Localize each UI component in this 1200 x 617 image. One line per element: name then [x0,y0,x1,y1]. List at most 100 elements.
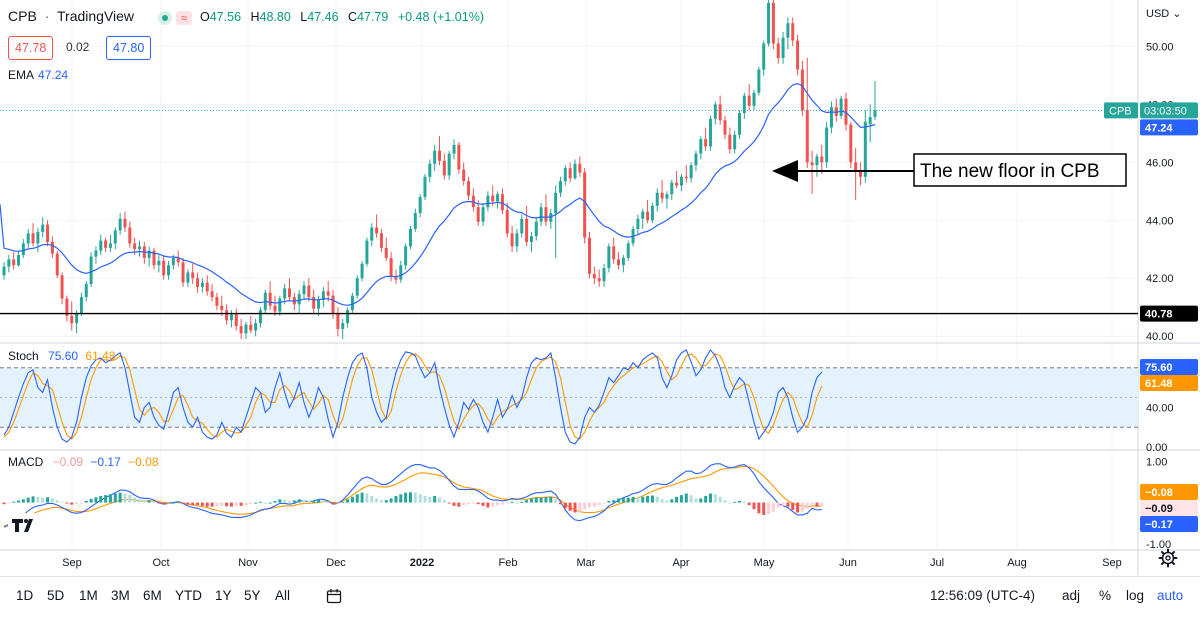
stoch-label: Stoch [8,349,39,363]
macd-histogram-bar [733,501,737,503]
macd-histogram-bar [641,496,645,503]
candle-body [626,243,630,258]
candle-body [365,240,369,264]
wave-icon[interactable]: ≈ [176,11,192,25]
timeframe-3m-button[interactable]: 3M [111,588,130,603]
timeframe-1d-button[interactable]: 1D [16,588,34,603]
macd-histogram-bar [2,502,6,505]
macd-histogram-bar [41,497,45,503]
macd-histogram-bar [292,500,296,503]
candle-body [205,282,209,292]
candle-body [89,256,93,285]
macd-histogram-bar [796,502,800,513]
time-tick-label-5: Feb [499,557,518,569]
candle-body [500,194,504,211]
log-scale-toggle[interactable]: log [1126,588,1145,603]
auto-scale-toggle[interactable]: auto [1157,588,1184,603]
timeframe-ytd-button[interactable]: YTD [175,588,202,603]
sell-button[interactable]: 47.78 [8,36,54,60]
candle-body [258,310,262,324]
macd-legend[interactable]: MACD −0.09 −0.17 −0.08 [8,455,159,469]
candle-body [621,257,625,266]
clock-timezone-display[interactable]: 12:56:09 (UTC-4) [930,588,1036,603]
macd-histogram-bar [36,496,40,503]
macd-histogram-bar [786,502,790,507]
macd-histogram-bar [326,501,330,503]
settings-gear-icon[interactable] [1158,548,1178,568]
macd-line-tag: −0.17 [1145,519,1173,531]
legend-status[interactable]: ≈ [158,10,194,28]
high-label: H [250,10,260,24]
candle-body [399,265,403,280]
macd-histogram-bar [200,502,204,506]
macd-histogram-bar [229,502,233,507]
stoch-legend[interactable]: Stoch 75.60 61.48 [8,349,115,363]
tradingview-logo-icon[interactable] [8,513,38,537]
candle-body [55,253,59,276]
macd-histogram-bar [573,502,577,513]
goto-date-calendar-icon[interactable] [326,588,342,604]
macd-histogram-bar [525,500,529,503]
macd-histogram-bar [505,502,509,504]
open-label: O [200,10,210,24]
macd-histogram-bar [428,496,432,503]
candle-body [350,295,354,311]
change-value: +0.48 (+1.01%) [397,10,484,24]
macd-histogram-bar [283,500,287,503]
timeframe-5d-button[interactable]: 5D [47,588,65,603]
macd-histogram-bar [191,502,195,506]
candle-body [249,324,253,331]
candle-body [481,207,485,222]
candle-body [60,275,64,299]
macd-histogram-bar [800,502,804,512]
candle-body [520,218,524,234]
macd-histogram-bar [278,499,282,503]
timeframe-6m-button[interactable]: 6M [143,588,162,603]
candle-body [534,221,538,237]
candle-body [665,194,669,199]
timeframe-all-button[interactable]: All [275,588,291,603]
candle-body [384,247,388,258]
candle-body [341,323,345,329]
price-tick-label-2: 44.00 [1146,215,1174,227]
candle-body [505,210,509,234]
candle-body [573,163,577,179]
time-axis[interactable]: Sep Oct Nov Dec 2022 Feb Mar Apr May Jun Jul Aug Sep [62,557,1122,569]
timeframe-5y-button[interactable]: 5Y [244,588,261,603]
candle-body [273,305,277,312]
macd-histogram-bar [375,498,379,503]
candle-body [670,182,674,195]
stoch-k-value: 75.60 [48,349,79,363]
macd-histogram-bar [767,502,771,515]
macd-histogram-bar [486,502,490,508]
buy-button[interactable]: 47.80 [106,36,152,60]
macd-histogram-bar [341,501,345,503]
macd-histogram-bar [258,501,262,503]
ema-legend[interactable]: EMA 47.24 [8,68,68,82]
candle-body [41,224,45,232]
timeframe-1y-button[interactable]: 1Y [215,588,232,603]
macd-histogram-bar [336,502,340,504]
time-tick-label-6: Mar [577,557,596,569]
candle-body [99,240,103,251]
currency-label[interactable]: USD ⌄ [1146,8,1182,20]
candle-body [302,285,306,295]
macd-histogram-bar [239,502,243,506]
candle-body [776,43,780,58]
candle-body [800,69,804,111]
adjust-data-toggle[interactable]: adj [1062,588,1081,603]
indicator-line-layer [0,82,1138,528]
timeframe-1m-button[interactable]: 1M [79,588,98,603]
macd-histogram-bar [452,502,456,506]
status-dot-icon[interactable] [158,11,172,25]
candle-layer [2,0,877,340]
candle-body [234,314,238,327]
percent-scale-toggle[interactable]: % [1099,588,1112,603]
macd-histogram-bar [142,500,146,503]
macd-histogram-bar [481,502,485,506]
candle-body [437,150,442,161]
candle-body [467,181,471,196]
macd-histogram-bar [621,497,625,503]
